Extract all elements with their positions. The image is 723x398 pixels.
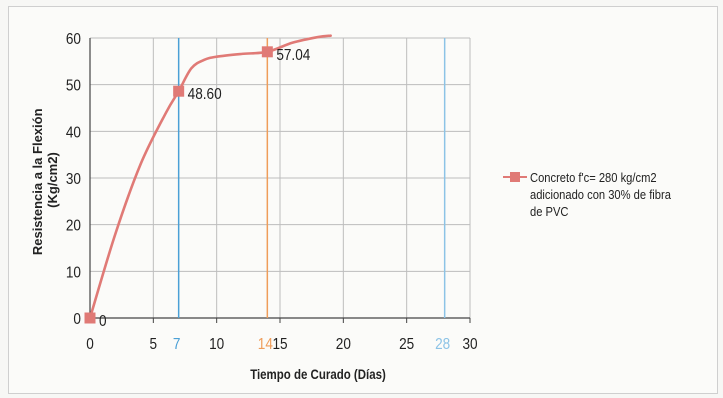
x-tick-label-25: 25 bbox=[399, 336, 414, 353]
data-label-1: 48.60 bbox=[188, 86, 222, 103]
data-point-2 bbox=[262, 46, 273, 57]
y-tick-label-10: 10 bbox=[66, 264, 81, 281]
legend-marker bbox=[510, 172, 520, 182]
y-tick-label-30: 30 bbox=[66, 171, 81, 188]
x-tick-label-15: 15 bbox=[272, 336, 287, 353]
data-point-1 bbox=[173, 86, 184, 97]
x-tick-label-0: 0 bbox=[86, 336, 94, 353]
grid bbox=[90, 38, 470, 318]
x-axis-label: Tiempo de Curado (Días) bbox=[250, 366, 386, 382]
reference-line-label-28: 28 bbox=[435, 336, 450, 353]
y-tick-label-20: 20 bbox=[66, 218, 81, 235]
y-tick-label-60: 60 bbox=[66, 31, 81, 48]
x-tick-label-10: 10 bbox=[209, 336, 224, 353]
y-tick-label-50: 50 bbox=[66, 78, 81, 95]
y-axis-label-line-2: (Kg/cm2) bbox=[45, 152, 60, 208]
series-group: 0 48.60 57.04 bbox=[85, 36, 331, 331]
legend-label-line-2: adicionado con 30% de fibra bbox=[530, 187, 671, 202]
legend-label-line-3: de PVC bbox=[530, 204, 569, 219]
y-axis-label: Resistencia a la Flexión (Kg/cm2) bbox=[30, 105, 60, 255]
data-label-0: 0 bbox=[99, 313, 107, 330]
y-axis-label-line-1: Resistencia a la Flexión bbox=[30, 108, 45, 255]
data-label-2: 57.04 bbox=[276, 47, 310, 64]
legend-label-line-1: Concreto f'c= 280 kg/cm2 bbox=[530, 170, 657, 185]
reference-line-label-7: 7 bbox=[173, 336, 181, 353]
x-tick-label-30: 30 bbox=[462, 336, 477, 353]
x-tick-label-20: 20 bbox=[336, 336, 351, 353]
legend-label: Concreto f'c= 280 kg/cm2 adicionado con … bbox=[530, 170, 674, 219]
reference-line-label-14: 14 bbox=[258, 336, 273, 353]
x-tick-label-5: 5 bbox=[150, 336, 158, 353]
y-tick-label-0: 0 bbox=[73, 311, 81, 328]
y-tick-label-40: 40 bbox=[66, 124, 81, 141]
tick-labels: 0 10 20 30 40 50 60 0 5 10 15 20 25 30 bbox=[66, 31, 478, 353]
series-line-0 bbox=[90, 36, 331, 318]
legend: Concreto f'c= 280 kg/cm2 adicionado con … bbox=[503, 170, 674, 219]
data-point-0 bbox=[85, 313, 96, 324]
